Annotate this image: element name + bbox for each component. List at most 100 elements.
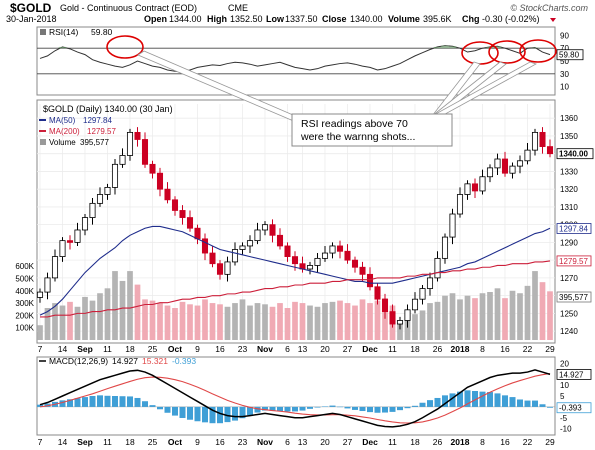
ma50-line — [39, 225, 551, 316]
volume-bar — [52, 303, 58, 340]
chart-exchange: CME — [228, 3, 248, 13]
x-tick-label: 6 — [285, 344, 290, 354]
price-panel — [36, 99, 556, 344]
volume-bar — [434, 301, 441, 340]
chg-value: -0.30 (-0.02%) — [482, 14, 540, 24]
volume-bar — [97, 293, 103, 340]
x-tick-label-bottom: Oct — [168, 437, 182, 447]
ma50-legend-label: MA(50) — [49, 116, 76, 125]
rsi-tick-label: 10 — [560, 83, 569, 92]
candle-body — [239, 245, 246, 250]
macd-last-tag — [556, 402, 592, 414]
rsi-overbought-fill — [493, 46, 502, 49]
macd-legend-label: MACD(12,26,9) — [49, 356, 108, 366]
macd-histogram-bar — [142, 401, 148, 407]
volume-bar — [172, 308, 178, 340]
macd-histogram-bar — [262, 406, 268, 411]
macd-histogram-bar — [209, 406, 216, 424]
volume-tick-label: 500K — [15, 274, 34, 283]
volume-bar — [217, 304, 223, 340]
macd-histogram-bar — [344, 406, 351, 409]
price-tick-label: 1240 — [560, 327, 578, 336]
candle-body — [201, 238, 209, 254]
macd-histogram-bar — [359, 406, 366, 412]
x-tick-label: 8 — [480, 344, 485, 354]
x-tick-label-bottom: 2018 — [451, 437, 470, 447]
volume-bar — [112, 271, 118, 340]
candle-body — [261, 224, 269, 231]
candle-body — [441, 236, 449, 259]
x-tick-label: 23 — [238, 344, 248, 354]
candle-body — [164, 188, 171, 201]
x-tick-label-bottom: 13 — [298, 437, 308, 447]
high-value: 1352.50 — [230, 14, 263, 24]
volume-bar — [307, 305, 313, 340]
x-tick-label-bottom: 16 — [500, 437, 510, 447]
x-tick-label: 16 — [215, 344, 225, 354]
macd-histogram-bar — [224, 406, 231, 423]
candle-body — [194, 227, 201, 240]
x-tick-label: Nov — [257, 344, 273, 354]
x-tick-label-bottom: 7 — [38, 437, 43, 447]
x-tick-label-bottom: 26 — [433, 437, 443, 447]
macd-histogram-bar — [254, 406, 261, 413]
volume-bar — [134, 284, 141, 340]
candle-body — [501, 158, 509, 174]
chg-label: Chg — [462, 14, 480, 24]
volume-bar — [539, 282, 546, 340]
macd-histogram-bar — [89, 396, 96, 407]
candle-body — [186, 217, 194, 229]
candle-body — [464, 183, 471, 195]
macd-signal-line — [39, 372, 551, 424]
close-value: 1340.00 — [350, 14, 383, 24]
x-tick-label: 26 — [433, 344, 443, 354]
candle-body — [89, 202, 96, 218]
volume-bar — [262, 304, 268, 340]
candle-body — [254, 229, 261, 242]
ma-last-tag-text: 1297.84 — [559, 224, 588, 233]
x-tick-label: Oct — [168, 344, 182, 354]
ma50-legend-value: 1297.84 — [83, 116, 112, 125]
candle-body — [179, 210, 186, 218]
candle-body — [449, 213, 456, 238]
candle-body — [336, 245, 344, 252]
candle-body — [314, 257, 321, 266]
volume-bar — [472, 298, 478, 340]
price-tick-label: 1360 — [560, 114, 578, 123]
rsi-tick-label: 70 — [560, 44, 569, 53]
candle-body — [119, 155, 126, 165]
volume-bar — [344, 303, 351, 340]
candle-body — [479, 176, 486, 192]
volume-bar — [82, 296, 88, 340]
macd-legend-value: 14.927 — [112, 356, 138, 366]
volume-bars — [37, 271, 553, 340]
macd-histogram-bar — [149, 405, 156, 407]
rsi-overbought-fill — [433, 46, 442, 49]
chart-symbol: $GOLD — [10, 1, 52, 15]
candle-body — [344, 250, 351, 261]
candle-body — [44, 277, 51, 293]
x-tick-label: 29 — [545, 344, 555, 354]
macd-histogram-bar — [337, 406, 343, 408]
candle-body — [546, 146, 554, 155]
volume-tick-label: 200K — [15, 311, 34, 320]
volume-bar — [502, 298, 508, 340]
candle-body — [81, 217, 89, 231]
candle-body — [419, 288, 426, 300]
candle-body — [539, 131, 546, 147]
price-tick-label: 1350 — [560, 132, 578, 141]
candle-body — [531, 131, 539, 151]
candle-body — [59, 240, 66, 258]
price-tick-label: 1310 — [560, 203, 578, 212]
macd-tick-label: 20 — [560, 359, 569, 368]
warning-circle — [519, 39, 557, 63]
candle-body — [231, 249, 239, 263]
volume-bar — [119, 280, 126, 340]
macd-histogram-bar — [307, 406, 313, 409]
x-tick-label-bottom: 16 — [215, 437, 225, 447]
candle-body — [426, 277, 434, 289]
volume-bar — [299, 303, 306, 340]
gridlines — [37, 47, 555, 408]
x-tick-label: 27 — [343, 344, 353, 354]
x-tick-label-bottom: 6 — [285, 437, 290, 447]
